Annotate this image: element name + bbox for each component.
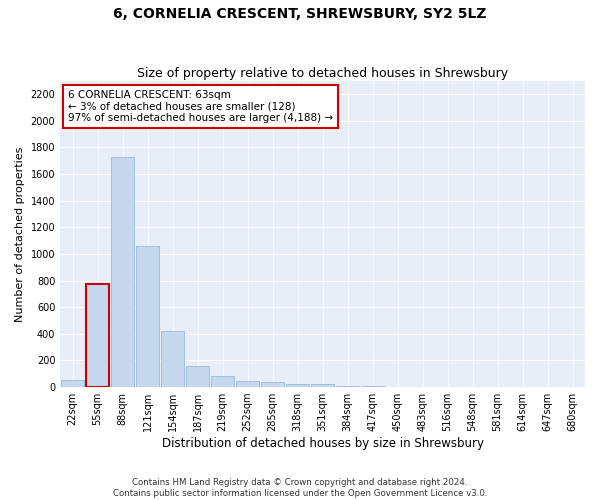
Bar xyxy=(211,376,234,387)
Bar xyxy=(286,384,309,387)
Bar xyxy=(262,382,284,387)
X-axis label: Distribution of detached houses by size in Shrewsbury: Distribution of detached houses by size … xyxy=(161,437,484,450)
Title: Size of property relative to detached houses in Shrewsbury: Size of property relative to detached ho… xyxy=(137,66,508,80)
Y-axis label: Number of detached properties: Number of detached properties xyxy=(15,146,25,322)
Bar xyxy=(361,386,384,387)
Bar xyxy=(86,284,109,387)
Text: Contains HM Land Registry data © Crown copyright and database right 2024.
Contai: Contains HM Land Registry data © Crown c… xyxy=(113,478,487,498)
Bar xyxy=(161,331,184,387)
Text: 6 CORNELIA CRESCENT: 63sqm
← 3% of detached houses are smaller (128)
97% of semi: 6 CORNELIA CRESCENT: 63sqm ← 3% of detac… xyxy=(68,90,333,123)
Bar xyxy=(236,381,259,387)
Bar xyxy=(136,246,159,387)
Bar xyxy=(61,380,84,387)
Bar xyxy=(311,384,334,387)
Bar xyxy=(337,386,359,387)
Bar xyxy=(187,366,209,387)
Bar xyxy=(86,284,109,387)
Bar xyxy=(112,156,134,387)
Text: 6, CORNELIA CRESCENT, SHREWSBURY, SY2 5LZ: 6, CORNELIA CRESCENT, SHREWSBURY, SY2 5L… xyxy=(113,8,487,22)
